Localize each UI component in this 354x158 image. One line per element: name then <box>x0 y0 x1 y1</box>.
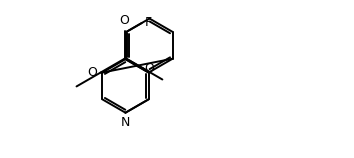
Text: O: O <box>120 14 130 27</box>
Text: O: O <box>144 62 154 75</box>
Text: N: N <box>121 116 130 129</box>
Text: O: O <box>87 66 97 79</box>
Text: F: F <box>145 15 152 28</box>
